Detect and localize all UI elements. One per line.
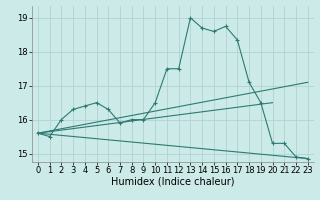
X-axis label: Humidex (Indice chaleur): Humidex (Indice chaleur) — [111, 177, 235, 187]
